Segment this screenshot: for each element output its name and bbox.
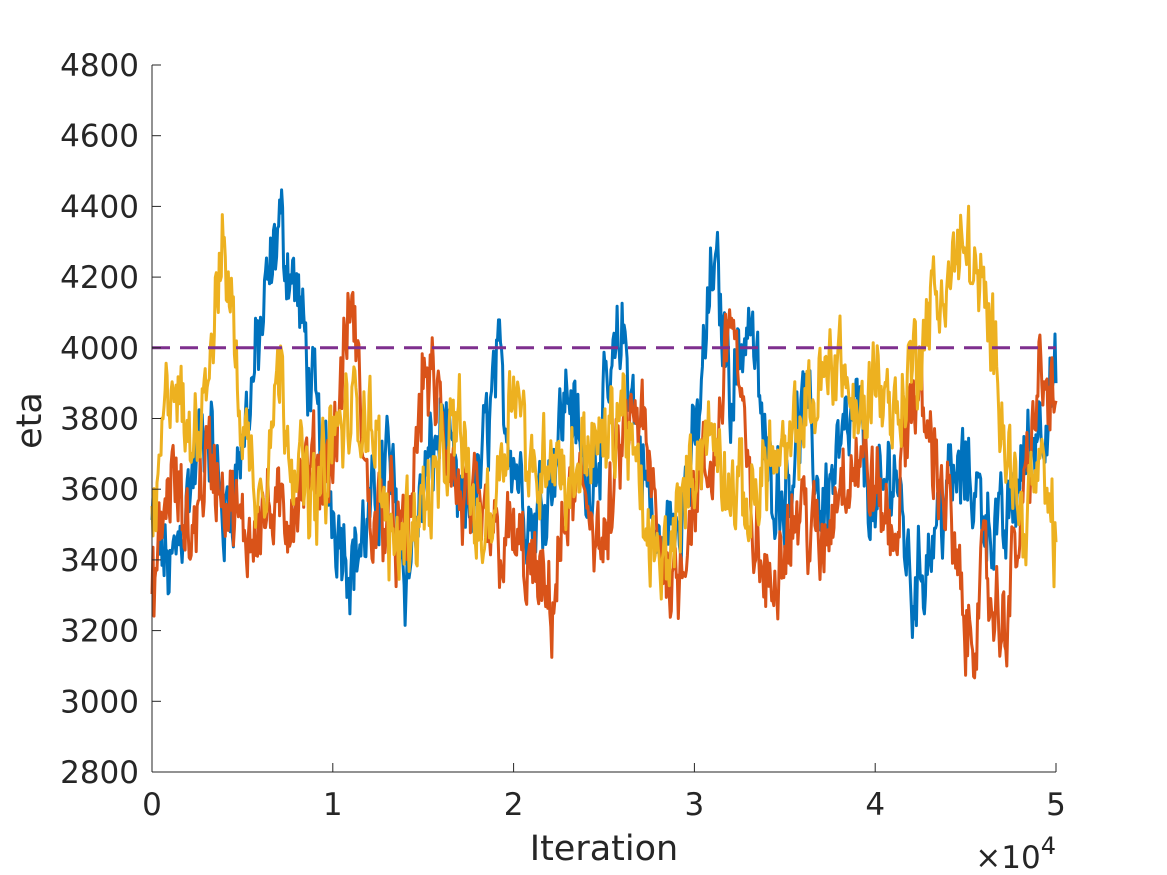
x-tick-label: 5	[1046, 787, 1066, 823]
y-tick-label: 3000	[60, 684, 139, 720]
x-axis-exponent: ×104	[975, 832, 1056, 875]
y-tick-label: 3400	[60, 543, 139, 579]
y-tick-label: 3800	[60, 402, 139, 438]
y-tick-label: 3200	[60, 614, 139, 650]
x-exponent-power: 4	[1041, 832, 1056, 860]
series-layer	[150, 188, 1058, 680]
x-exponent-base: ×10	[975, 840, 1040, 875]
y-tick-label: 4600	[60, 119, 139, 155]
x-axis-ticks: 0 1 2 3 4 5	[142, 763, 1066, 823]
x-tick-label: 2	[504, 787, 524, 823]
x-axis-label: Iteration	[530, 829, 678, 869]
series-line-3	[150, 204, 1058, 601]
x-tick-label: 0	[142, 787, 162, 823]
x-tick-label: 4	[865, 787, 885, 823]
y-axis-label: eta	[10, 392, 50, 449]
series-line-1	[150, 188, 1058, 639]
y-tick-label: 4400	[60, 189, 139, 225]
y-tick-label: 4800	[60, 48, 139, 84]
y-tick-label: 4000	[60, 331, 139, 367]
x-tick-label: 1	[323, 787, 343, 823]
y-axis-ticks: 2800 3000 3200 3400 3600 3800 4000 4200 4400 4600…	[60, 48, 161, 791]
x-tick-label: 3	[685, 787, 705, 823]
y-tick-label: 3600	[60, 472, 139, 508]
y-tick-label: 4200	[60, 260, 139, 296]
y-tick-label: 2800	[60, 755, 139, 791]
